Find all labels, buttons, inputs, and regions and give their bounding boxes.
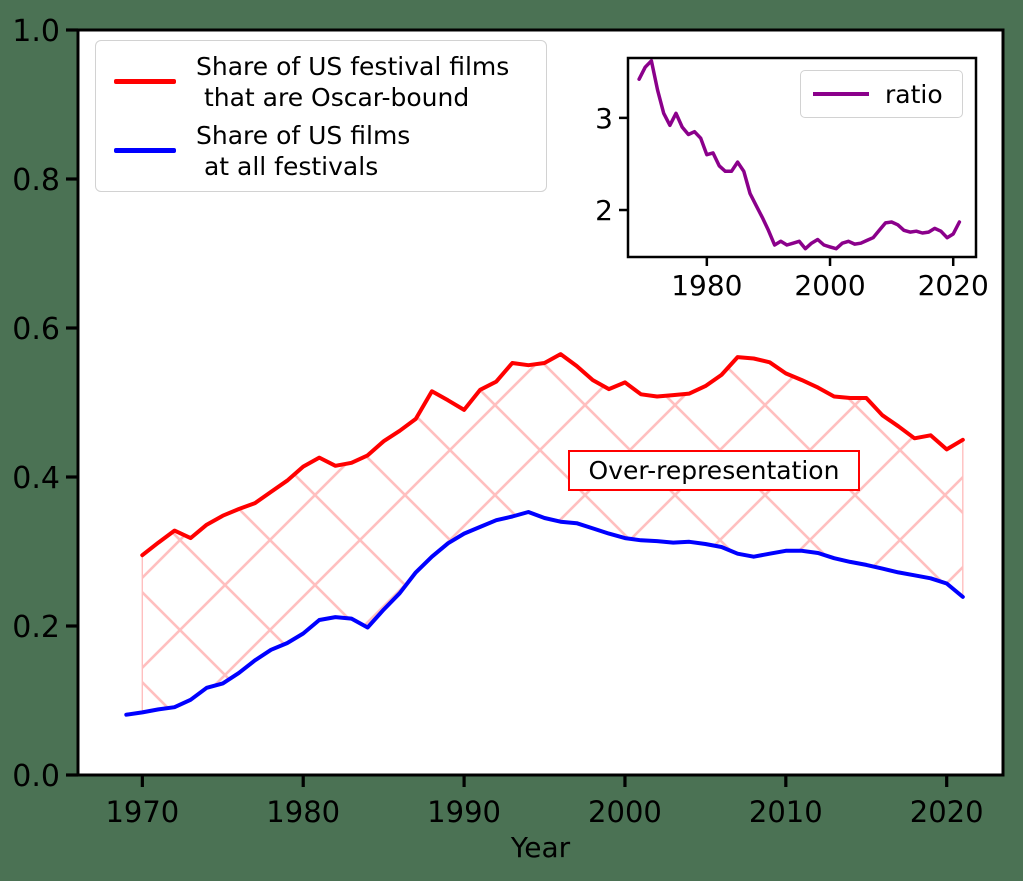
inset-legend-text: ratio: [885, 79, 943, 109]
legend-text-line: that are Oscar-bound: [196, 82, 470, 112]
x-tick-label: 2020: [910, 795, 984, 829]
legend-text-line: Share of US films: [196, 120, 411, 150]
x-tick-label: 1970: [105, 795, 179, 829]
overrepresentation-annotation: Over-representation: [568, 450, 860, 491]
y-tick-label: 0.0: [12, 759, 60, 794]
inset-y-tick-label: 3: [595, 102, 613, 135]
x-tick-label: 1990: [427, 795, 501, 829]
ratio-line: [637, 59, 962, 251]
y-tick-label: 0.4: [12, 461, 60, 496]
y-tick-label: 1.0: [12, 14, 60, 49]
inset-axes-frame: [626, 56, 978, 259]
blue-series-line: [124, 510, 965, 717]
red-series-line: [140, 352, 965, 558]
x-axis-title: Year: [510, 831, 571, 864]
x-tick-label: 1980: [266, 795, 340, 829]
main-legend: Share of US festival films that are Osca…: [95, 40, 547, 192]
inset-x-tick-label: 1980: [671, 269, 742, 302]
inset-x-tick-label: 2000: [794, 269, 865, 302]
red-line-sample: [114, 79, 176, 84]
inset-y-tick-label: 2: [595, 194, 613, 227]
legend-label-all-festivals: Share of US films at all festivals: [196, 120, 410, 182]
inset-x-tick-label: 2020: [918, 269, 989, 302]
purple-line-sample: [813, 92, 869, 96]
legend-entry-oscar-bound: Share of US festival films that are Osca…: [104, 51, 538, 113]
main-axes-frame: [76, 28, 1005, 777]
legend-entry-all-festivals: Share of US films at all festivals: [104, 120, 538, 182]
inset-legend: ratio: [800, 70, 963, 118]
x-tick-label: 2010: [749, 795, 823, 829]
legend-text-line: at all festivals: [196, 151, 379, 181]
legend-text-line: Share of US festival films: [196, 51, 510, 81]
y-tick-label: 0.6: [12, 312, 60, 347]
blue-line-sample: [114, 148, 176, 153]
y-tick-label: 0.8: [12, 163, 60, 198]
legend-label-oscar-bound: Share of US festival films that are Osca…: [196, 51, 509, 113]
y-tick-label: 0.2: [12, 610, 60, 645]
x-tick-label: 2000: [588, 795, 662, 829]
